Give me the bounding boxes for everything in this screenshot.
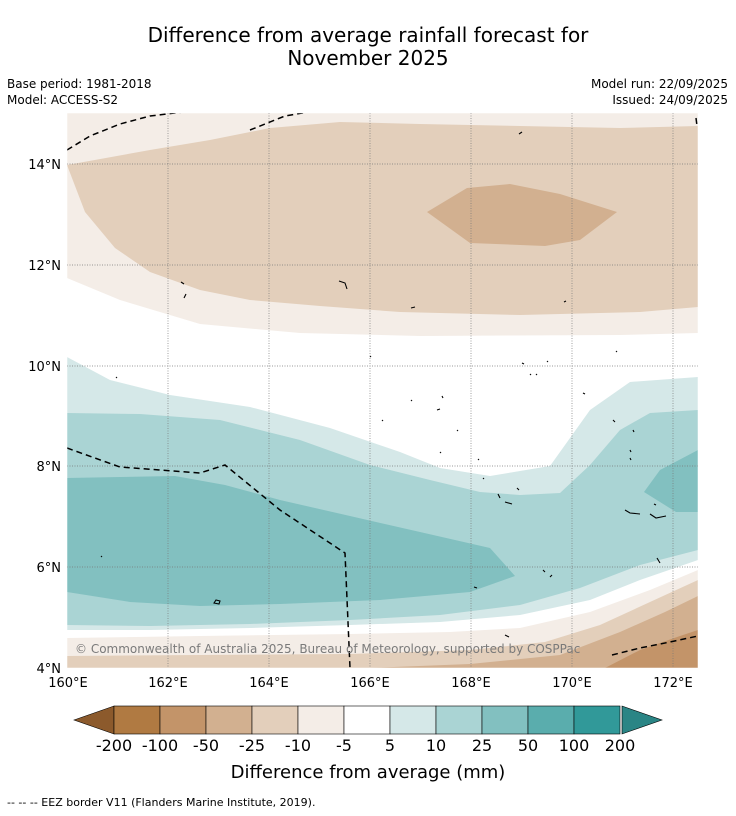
colorbar-segment — [343, 705, 391, 735]
lat-gridlines — [67, 163, 698, 568]
copyright-text: © Commonwealth of Australia 2025, Bureau… — [75, 642, 580, 656]
colorbar-tick-label: -10 — [285, 736, 311, 755]
colorbar-tick-label: -25 — [239, 736, 265, 755]
base-period: Base period: 1981-2018 — [7, 77, 152, 91]
lat-axis: 14°N 12°N 10°N 8°N 6°N 4°N — [28, 158, 61, 677]
colorbar-extend-low — [73, 705, 115, 735]
colorbar-tick-label: -100 — [142, 736, 178, 755]
lat-label: 10°N — [28, 360, 61, 375]
colorbar-tick-label: 200 — [605, 736, 636, 755]
model-run: Model run: 22/09/2025 — [590, 77, 728, 91]
colorbar-segment — [481, 705, 529, 735]
lon-label: 168°E — [451, 676, 491, 691]
lat-label: 14°N — [28, 158, 61, 173]
colorbar-tick-label: -200 — [96, 736, 132, 755]
lon-label: 166°E — [350, 676, 390, 691]
colorbar-segment — [297, 705, 345, 735]
map-frame — [66, 112, 699, 669]
lon-label: 162°E — [148, 676, 188, 691]
map-panel: © Commonwealth of Australia 2025, Bureau… — [67, 113, 698, 668]
contour-south-dry-25-50 — [370, 596, 698, 668]
colorbar-extend-high — [621, 705, 663, 735]
islands — [100, 131, 667, 638]
contour-dry-10-25 — [67, 122, 698, 315]
eez-legend: -- -- -- EEZ border V11 (Flanders Marine… — [7, 796, 316, 809]
contour-south-dry-50-100 — [605, 630, 698, 668]
colorbar-tick-label: 25 — [472, 736, 492, 755]
model-name: Model: ACCESS-S2 — [7, 93, 119, 107]
colorbar-tick-label: -5 — [336, 736, 352, 755]
contour-wet-east — [644, 450, 698, 512]
lon-label: 164°E — [249, 676, 289, 691]
eez-borders — [67, 113, 698, 668]
lon-label: 170°E — [552, 676, 592, 691]
issued-date: Issued: 24/09/2025 — [612, 93, 728, 107]
colorbar-segment — [527, 705, 575, 735]
colorbar-tick-label: 10 — [426, 736, 446, 755]
lat-label: 4°N — [37, 662, 62, 677]
title-line-1: Difference from average rainfall forecas… — [147, 23, 589, 47]
lat-label: 6°N — [37, 561, 62, 576]
contour-dry-25-50 — [427, 184, 617, 246]
colorbar-segment — [389, 705, 437, 735]
lat-label: 8°N — [37, 460, 62, 475]
colorbar-segment — [159, 705, 207, 735]
colorbar-title: Difference from average (mm) — [231, 762, 506, 783]
colorbar-tick-label: -50 — [193, 736, 219, 755]
colorbar: -200 -100 -50 -25 -10 -5 5 10 25 50 100 200 Differe… — [73, 705, 663, 783]
colorbar-tick-label: 50 — [518, 736, 538, 755]
lon-label: 160°E — [48, 676, 88, 691]
colorbar-segment — [573, 705, 621, 735]
lon-axis: 160°E 162°E 164°E 166°E 168°E 170°E 172°… — [48, 676, 693, 691]
lat-label: 12°N — [28, 259, 61, 274]
colorbar-tick-label: 100 — [559, 736, 590, 755]
colorbar-segment — [113, 705, 161, 735]
colorbar-segment — [251, 705, 299, 735]
colorbar-segment — [435, 705, 483, 735]
title-line-2: November 2025 — [287, 46, 449, 70]
lon-gridlines — [167, 113, 674, 668]
lon-label: 172°E — [653, 676, 693, 691]
contour-wet-25-50 — [67, 476, 515, 606]
colorbar-tick-label: 5 — [385, 736, 395, 755]
contour-south-dry-10-25 — [67, 580, 698, 668]
colorbar-segment — [205, 705, 253, 735]
